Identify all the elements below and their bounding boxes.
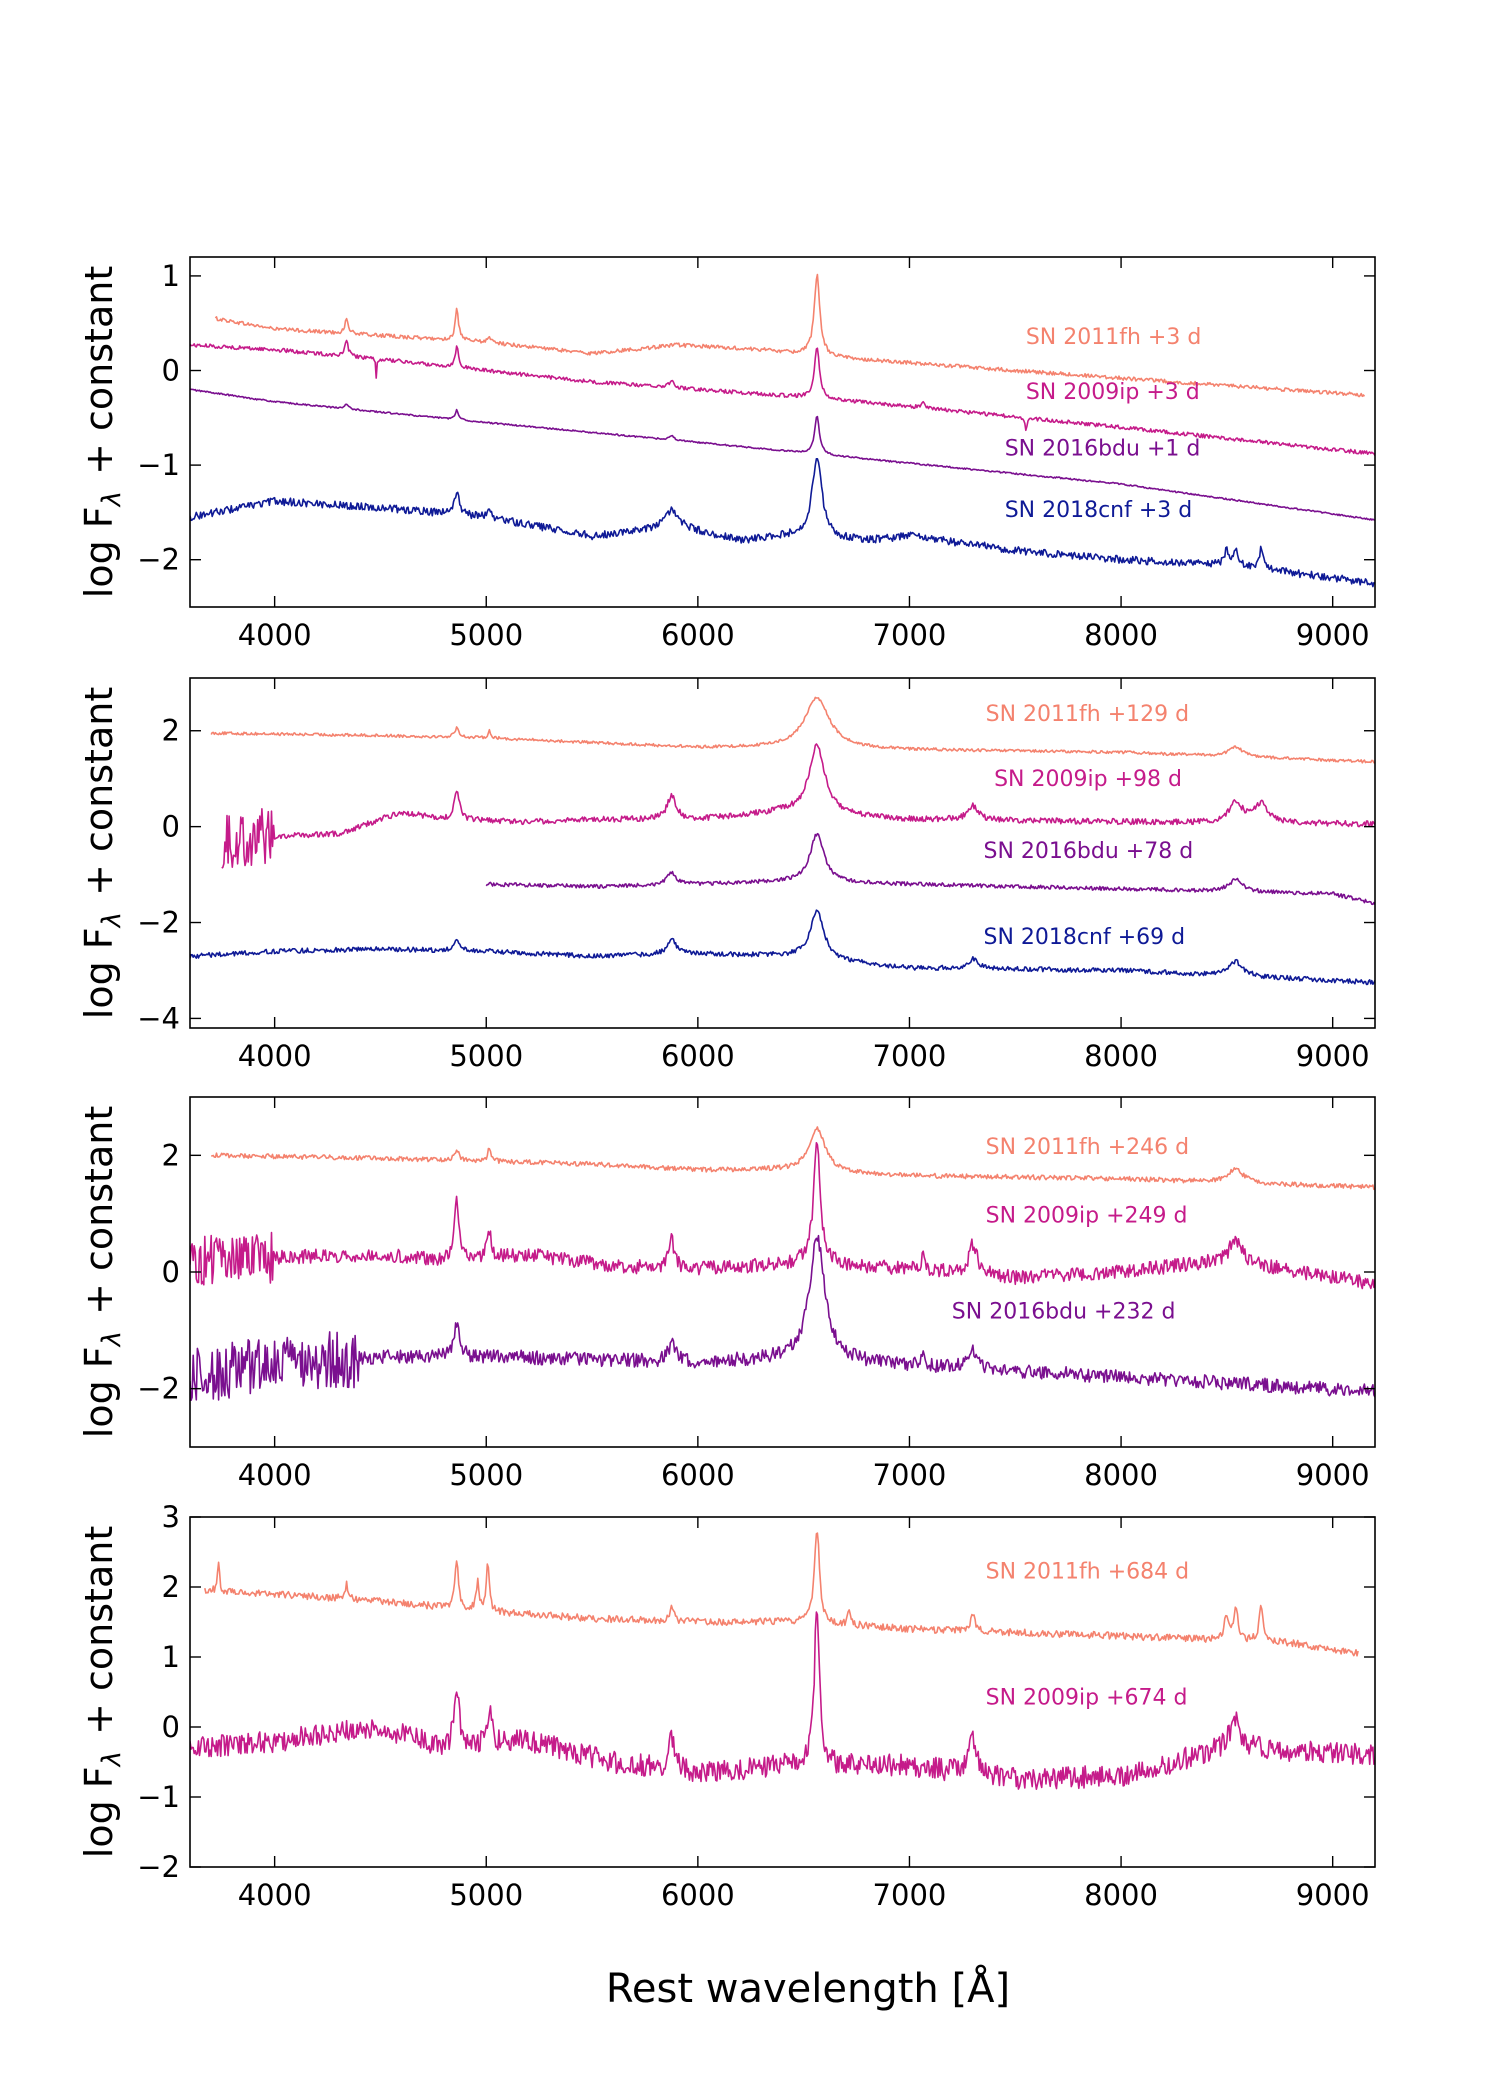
x-tick-label: 8000 [1084, 1039, 1158, 1073]
series-label-sn-2016bdu: SN 2016bdu +1 d [1005, 437, 1201, 462]
panel-3-spectra [190, 1126, 1375, 1401]
x-tick-label: 9000 [1296, 1458, 1370, 1492]
spectrum-sn-2011fh [204, 1532, 1359, 1657]
series-label-sn-2011fh: SN 2011fh +684 d [986, 1560, 1189, 1585]
spectrum-sn-2009ip [190, 339, 1375, 457]
spectrum-sn-2016bdu [190, 388, 1375, 522]
y-tick-label: 0 [162, 354, 180, 388]
x-tick-label: 9000 [1296, 618, 1370, 652]
x-tick-label: 7000 [873, 1458, 947, 1492]
x-tick-label: 4000 [238, 1039, 312, 1073]
y-tick-label: 0 [162, 1710, 180, 1744]
series-label-sn-2009ip: SN 2009ip +3 d [1026, 380, 1200, 405]
y-axis-label: log Fλ + constant [77, 1106, 127, 1438]
spectrum-sn-2011fh [210, 696, 1375, 764]
x-tick-label: 9000 [1296, 1878, 1370, 1912]
x-tick-label: 7000 [873, 1039, 947, 1073]
series-label-sn-2009ip: SN 2009ip +98 d [994, 767, 1182, 792]
x-tick-label: 6000 [661, 618, 735, 652]
x-tick-label: 5000 [449, 1878, 523, 1912]
panel-2: SN 2011fh +129 d SN 2009ip +98 d SN 2016bd… [77, 677, 1376, 1073]
spectrum-sn-2009ip [190, 1611, 1375, 1790]
x-tick-label: 7000 [873, 618, 947, 652]
x-tick-label: 5000 [449, 618, 523, 652]
panel-1-frame [189, 256, 1376, 608]
spectrum-sn-2011fh [211, 1126, 1375, 1191]
panel-4: SN 2011fh +684 d SN 2009ip +674 d 4000 5000… [77, 1500, 1376, 1912]
series-label-sn-2018cnf: SN 2018cnf +69 d [984, 925, 1186, 950]
spectrum-sn-2016bdu [190, 1234, 1375, 1401]
spectrum-sn-2018cnf [190, 909, 1375, 986]
series-label-sn-2011fh: SN 2011fh +3 d [1026, 325, 1201, 350]
y-tick-label: 0 [162, 810, 180, 844]
y-tick-label: 1 [162, 259, 180, 293]
series-label-sn-2018cnf: SN 2018cnf +3 d [1005, 498, 1193, 523]
y-tick-label: 2 [162, 714, 180, 748]
panel-4-frame [189, 1516, 1376, 1868]
y-tick-label: −2 [137, 1850, 180, 1884]
spectrum-sn-2011fh [214, 273, 1366, 398]
panel-2-frame [189, 677, 1376, 1029]
x-tick-label: 6000 [661, 1458, 735, 1492]
x-tick-label: 8000 [1084, 618, 1158, 652]
panel-1: SN 2011fh +3 d SN 2009ip +3 d SN 2016bdu +… [77, 256, 1376, 652]
panel-1-spectra [190, 273, 1375, 588]
x-tick-label: 4000 [238, 618, 312, 652]
y-tick-label: 2 [162, 1570, 180, 1604]
y-tick-label: 3 [162, 1500, 180, 1534]
spectrum-sn-2018cnf [190, 458, 1375, 588]
series-label-sn-2011fh: SN 2011fh +246 d [986, 1135, 1189, 1160]
x-tick-label: 5000 [449, 1039, 523, 1073]
y-tick-label: −2 [137, 906, 180, 940]
y-tick-label: −2 [137, 543, 180, 577]
x-tick-label: 4000 [238, 1878, 312, 1912]
panel-2-spectra [190, 696, 1375, 986]
y-tick-label: −1 [137, 1780, 180, 1814]
panels: SN 2011fh +3 d SN 2009ip +3 d SN 2016bdu +… [77, 256, 1376, 1912]
panel-3: SN 2011fh +246 d SN 2009ip +249 d SN 2016b… [77, 1096, 1376, 1492]
spectrum-sn-2009ip [190, 1142, 1375, 1290]
series-label-sn-2011fh: SN 2011fh +129 d [986, 702, 1189, 727]
x-tick-label: 7000 [873, 1878, 947, 1912]
y-tick-label: 0 [162, 1255, 180, 1289]
x-tick-label: 9000 [1296, 1039, 1370, 1073]
x-tick-label: 4000 [238, 1458, 312, 1492]
x-tick-label: 8000 [1084, 1458, 1158, 1492]
y-tick-label: −2 [137, 1372, 180, 1406]
y-axis-label: log Fλ + constant [77, 1526, 127, 1858]
x-tick-label: 5000 [449, 1458, 523, 1492]
y-tick-label: −1 [137, 448, 180, 482]
x-tick-label: 6000 [661, 1039, 735, 1073]
x-tick-label: 8000 [1084, 1878, 1158, 1912]
series-label-sn-2016bdu: SN 2016bdu +78 d [984, 839, 1194, 864]
y-tick-label: −4 [137, 1001, 180, 1035]
spectrum-sn-2016bdu [485, 832, 1375, 906]
panel-4-spectra [190, 1532, 1375, 1790]
y-axis-label: log Fλ + constant [77, 687, 127, 1019]
x-axis-label: Rest wavelength [Å] [606, 1964, 1010, 2012]
series-label-sn-2016bdu: SN 2016bdu +232 d [952, 1300, 1176, 1325]
spectrum-sn-2009ip [221, 743, 1375, 869]
y-tick-label: 2 [162, 1138, 180, 1172]
y-axis-label: log Fλ + constant [77, 266, 127, 598]
series-label-sn-2009ip: SN 2009ip +249 d [986, 1203, 1188, 1228]
series-label-sn-2009ip: SN 2009ip +674 d [986, 1686, 1188, 1711]
x-tick-label: 6000 [661, 1878, 735, 1912]
y-tick-label: 1 [162, 1640, 180, 1674]
